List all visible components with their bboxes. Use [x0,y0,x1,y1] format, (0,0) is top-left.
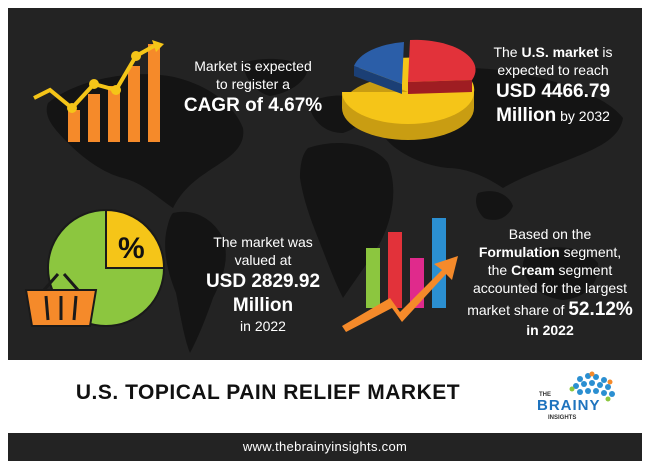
us-market-pre: The [493,44,522,60]
segment-line-4: accounted for the largest [472,279,628,296]
segment-line-2: Formulation segment, [460,244,640,262]
website-url: www.thebrainyinsights.com [242,439,408,454]
valued-line-1: The market was [213,234,313,250]
segment-line-1: Based on the [508,226,592,242]
valued-line-2: valued at [234,251,292,268]
segment-line-2-rest: segment, [559,243,622,260]
footer-bar: www.thebrainyinsights.com [8,433,642,461]
us-market-line-4: Million by 2032 [478,104,628,128]
logo-brainy: BRAINY [537,397,601,414]
cagr-value: CAGR of 4.67% [183,94,323,116]
cagr-line-2: to register a [216,75,290,92]
us-market-post: is [598,44,613,60]
logo-the: THE [539,392,551,398]
percent-symbol: % [118,232,145,265]
page-title: U.S. TOPICAL PAIN RELIEF MARKET [75,381,461,404]
valued-value: USD 2829.92 [205,270,321,292]
us-market-year: by 2032 [556,108,610,125]
us-market-million: Million [496,105,557,127]
segment-formulation: Formulation [478,243,560,260]
segment-line-5-pre: market share of [467,301,569,318]
valued-million: Million [232,295,294,317]
segment-share: 52.12% [568,298,633,320]
cagr-line-1: Market is expected [194,58,312,74]
segment-line-5: market share of 52.12% [460,298,640,322]
us-market-line-1: The U.S. market is [478,44,628,62]
percent-pie-basket-icon: % [24,208,166,327]
title-band: U.S. TOPICAL PAIN RELIEF MARKET THE BRAI… [8,367,642,429]
segment-cream: Cream [511,261,555,278]
brainy-insights-logo-icon [569,371,615,402]
3d-pie-chart-icon [342,39,476,140]
us-market-value: USD 4466.79 [495,80,611,102]
segment-text-block: Based on the Formulation segment, the Cr… [460,226,640,340]
valued-year: in 2022 [240,318,286,335]
segment-year: in 2022 [526,321,574,338]
us-market-line-2: expected to reach [497,61,609,78]
trend-bars-arrow-icon [342,218,458,332]
us-market-bold: U.S. market [521,44,599,60]
segment-line-3-pre: the [487,261,512,278]
bar-growth-chart-icon [33,40,164,142]
us-market-text-block: The U.S. market is expected to reach USD… [478,44,628,128]
infographic-panel: % Market is expected to register a CAGR … [8,8,642,360]
segment-line-3: the Cream segment [460,262,640,280]
logo-insights: INSIGHTS [548,415,577,421]
cagr-text-block: Market is expected to register a CAGR of… [178,58,328,118]
valued-text-block: The market was valued at USD 2829.92 Mil… [188,234,338,336]
segment-line-3-rest: segment [554,261,613,278]
